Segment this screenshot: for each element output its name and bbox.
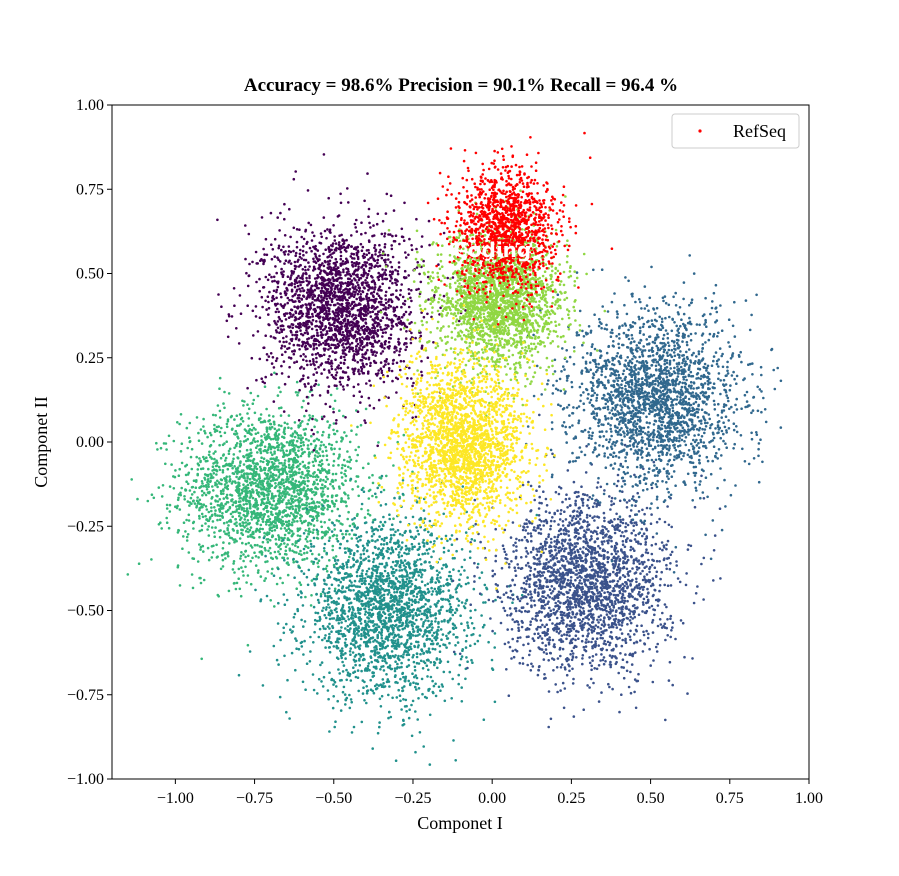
x-tick-label: −0.25	[394, 790, 431, 807]
y-tick-label: −0.75	[67, 687, 104, 704]
plot-area	[126, 131, 783, 766]
cluster-points-3	[237, 474, 539, 766]
series-points-refseq	[426, 131, 614, 326]
legend-label-refseq: RefSeq	[733, 121, 786, 141]
y-tick-label: −0.25	[67, 518, 104, 535]
x-tick-label: 0.00	[478, 790, 506, 807]
y-tick-label: 0.25	[76, 350, 104, 367]
x-tick-label: 0.25	[557, 790, 585, 807]
cluster-points-1	[451, 413, 722, 729]
legend: RefSeq	[671, 113, 800, 149]
x-tick-label: −0.50	[315, 790, 352, 807]
annotation-label-0: Coding	[453, 238, 531, 262]
legend-marker-refseq	[698, 129, 702, 133]
y-tick-label: 0.00	[76, 434, 104, 451]
x-tick-label: 1.00	[795, 790, 823, 807]
x-tick-label: −0.75	[236, 790, 273, 807]
chart-title: Accuracy = 98.6% Precision = 90.1% Recal…	[244, 75, 678, 96]
y-tick-label: 1.00	[76, 97, 104, 114]
y-tick-label: 0.50	[76, 266, 104, 283]
x-tick-label: 0.75	[716, 790, 744, 807]
cluster-points-2	[511, 254, 783, 574]
cluster-points-0	[216, 153, 467, 452]
y-tick-label: −1.00	[67, 771, 104, 788]
cluster-points-4	[126, 349, 414, 661]
y-tick-label: 0.75	[76, 181, 104, 198]
x-tick-label: 0.50	[637, 790, 665, 807]
y-tick-label: −0.50	[67, 603, 104, 620]
y-axis-label: Componet II	[31, 396, 51, 488]
legend-frame	[671, 113, 800, 149]
cluster-points-6	[350, 304, 556, 590]
x-axis-label: Componet I	[417, 813, 503, 833]
x-tick-label: −1.00	[157, 790, 194, 807]
